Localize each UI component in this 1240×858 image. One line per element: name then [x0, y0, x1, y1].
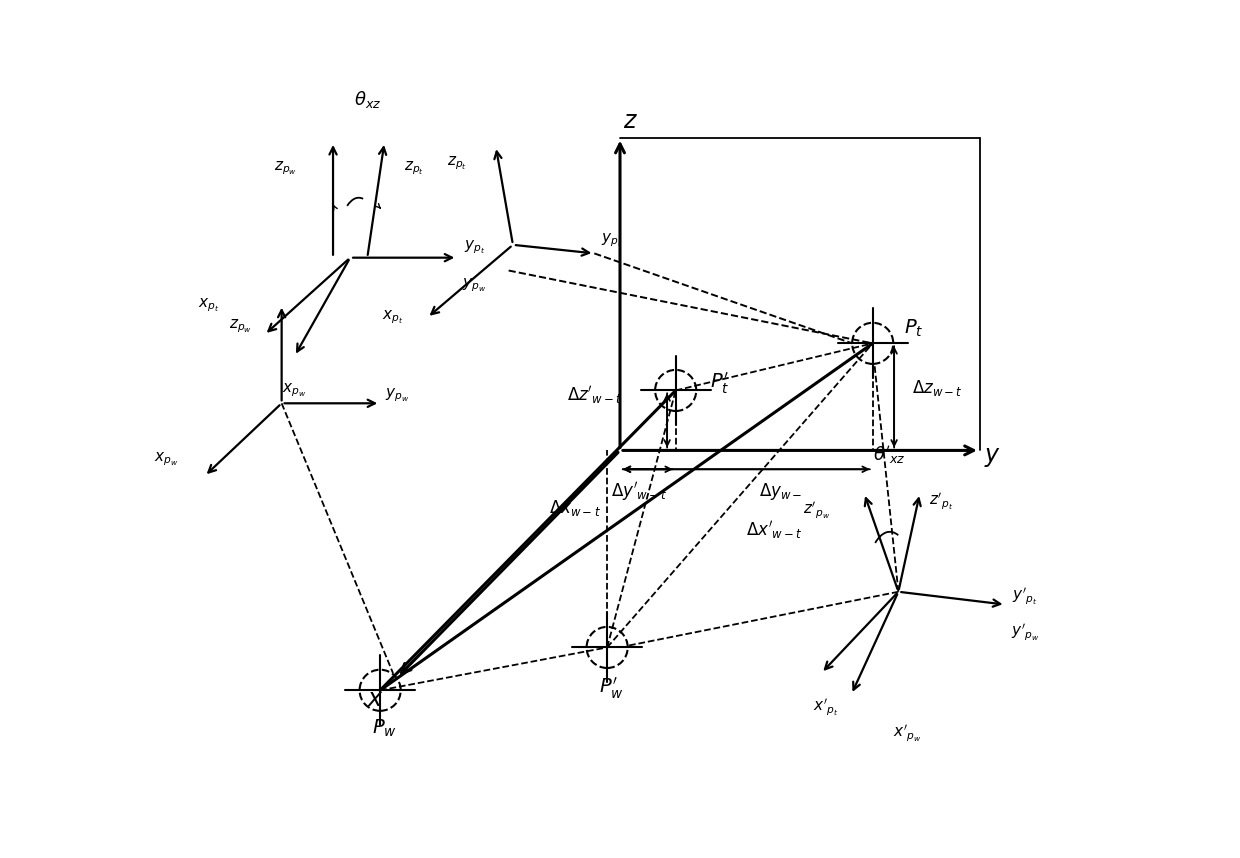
Text: $x'_{p_w}$: $x'_{p_w}$ [893, 722, 921, 744]
Text: $\theta_{xz}$: $\theta_{xz}$ [353, 88, 381, 110]
Text: $\Delta y_{w-}$: $\Delta y_{w-}$ [759, 481, 802, 502]
Text: $x_{p_t}$: $x_{p_t}$ [198, 296, 219, 313]
Text: $y_{p_w}$: $y_{p_w}$ [386, 386, 409, 403]
Text: $z$: $z$ [622, 109, 637, 133]
Text: $z_{p_w}$: $z_{p_w}$ [274, 159, 298, 177]
Text: $\Delta z'_{w-t}$: $\Delta z'_{w-t}$ [567, 384, 622, 406]
Text: $z_{p_w}$: $z_{p_w}$ [229, 317, 252, 335]
Text: $x_{p_t}$: $x_{p_t}$ [382, 309, 404, 326]
Text: $x_{p_w}$: $x_{p_w}$ [283, 382, 306, 399]
Text: $\Delta z_{w-t}$: $\Delta z_{w-t}$ [911, 378, 962, 398]
Text: $z'_{p_w}$: $z'_{p_w}$ [804, 499, 831, 521]
Text: $\Delta x_{w-t}$: $\Delta x_{w-t}$ [549, 498, 601, 518]
Text: $y_{p_t}$: $y_{p_t}$ [464, 239, 485, 257]
Text: $x_{p_w}$: $x_{p_w}$ [154, 450, 179, 468]
Text: $y'_{p_w}$: $y'_{p_w}$ [1011, 622, 1039, 644]
Text: $z_{p_t}$: $z_{p_t}$ [448, 154, 467, 172]
Text: $z'_{p_t}$: $z'_{p_t}$ [929, 492, 954, 512]
Text: $P_t$: $P_t$ [904, 317, 924, 339]
Text: $x'_{p_t}$: $x'_{p_t}$ [812, 697, 838, 718]
Text: $y'_{p_t}$: $y'_{p_t}$ [1012, 585, 1038, 607]
Text: $\theta'_{xz}$: $\theta'_{xz}$ [873, 444, 906, 466]
Text: $\Delta y'_{w-t}$: $\Delta y'_{w-t}$ [611, 480, 667, 503]
Text: $x$: $x$ [367, 687, 384, 710]
Text: $P_w$: $P_w$ [372, 718, 397, 740]
Text: $y_{p_t}$: $y_{p_t}$ [600, 232, 622, 250]
Text: $P_w'$: $P_w'$ [599, 676, 624, 701]
Text: $\Delta x'_{w-t}$: $\Delta x'_{w-t}$ [746, 518, 802, 541]
Text: $y_{p_w}$: $y_{p_w}$ [463, 276, 486, 294]
Text: $y$: $y$ [985, 445, 1001, 469]
Text: $P_t'$: $P_t'$ [711, 371, 730, 396]
Text: $z_{p_t}$: $z_{p_t}$ [404, 159, 424, 177]
